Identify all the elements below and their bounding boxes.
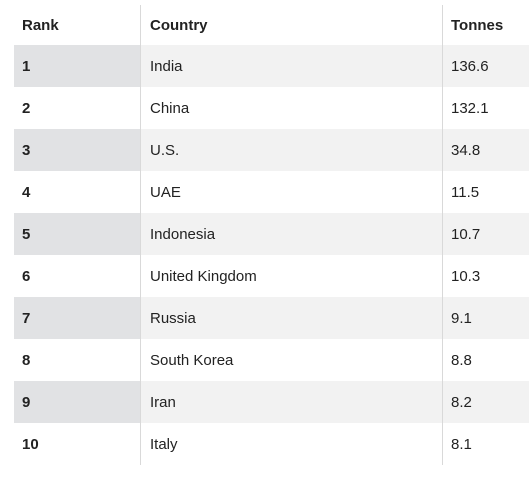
country-cell: Italy	[140, 423, 442, 465]
table-row: 6 United Kingdom 10.3	[14, 255, 529, 297]
tonnes-cell: 8.1	[442, 423, 529, 465]
tonnes-cell: 9.1	[442, 297, 529, 339]
rank-cell: 3	[14, 129, 140, 171]
country-cell: India	[140, 45, 442, 87]
country-cell: Iran	[140, 381, 442, 423]
rank-cell: 8	[14, 339, 140, 381]
data-table: Rank Country Tonnes 1 India 136.6 2 Chin…	[14, 5, 529, 465]
tonnes-cell: 10.7	[442, 213, 529, 255]
rank-cell: 9	[14, 381, 140, 423]
tonnes-cell: 132.1	[442, 87, 529, 129]
country-cell: Indonesia	[140, 213, 442, 255]
table-row: 7 Russia 9.1	[14, 297, 529, 339]
country-cell: South Korea	[140, 339, 442, 381]
country-cell: China	[140, 87, 442, 129]
rank-cell: 6	[14, 255, 140, 297]
table-header: Rank Country Tonnes	[14, 5, 529, 45]
table-row: 1 India 136.6	[14, 45, 529, 87]
table-row: 2 China 132.1	[14, 87, 529, 129]
country-cell: United Kingdom	[140, 255, 442, 297]
country-cell: U.S.	[140, 129, 442, 171]
rank-cell: 1	[14, 45, 140, 87]
tonnes-cell: 8.2	[442, 381, 529, 423]
country-cell: UAE	[140, 171, 442, 213]
tonnes-cell: 11.5	[442, 171, 529, 213]
header-rank[interactable]: Rank	[22, 16, 59, 34]
tonnes-cell: 8.8	[442, 339, 529, 381]
table-row: 4 UAE 11.5	[14, 171, 529, 213]
header-tonnes[interactable]: Tonnes	[442, 5, 529, 45]
country-cell: Russia	[140, 297, 442, 339]
tonnes-cell: 34.8	[442, 129, 529, 171]
table-row: 3 U.S. 34.8	[14, 129, 529, 171]
table-row: 5 Indonesia 10.7	[14, 213, 529, 255]
table-row: 10 Italy 8.1	[14, 423, 529, 465]
table-row: 9 Iran 8.2	[14, 381, 529, 423]
rank-cell: 10	[14, 423, 140, 465]
rank-cell: 4	[14, 171, 140, 213]
rank-cell: 5	[14, 213, 140, 255]
tonnes-cell: 10.3	[442, 255, 529, 297]
table-row: 8 South Korea 8.8	[14, 339, 529, 381]
header-country[interactable]: Country	[140, 5, 442, 45]
rank-cell: 7	[14, 297, 140, 339]
rank-cell: 2	[14, 87, 140, 129]
tonnes-cell: 136.6	[442, 45, 529, 87]
